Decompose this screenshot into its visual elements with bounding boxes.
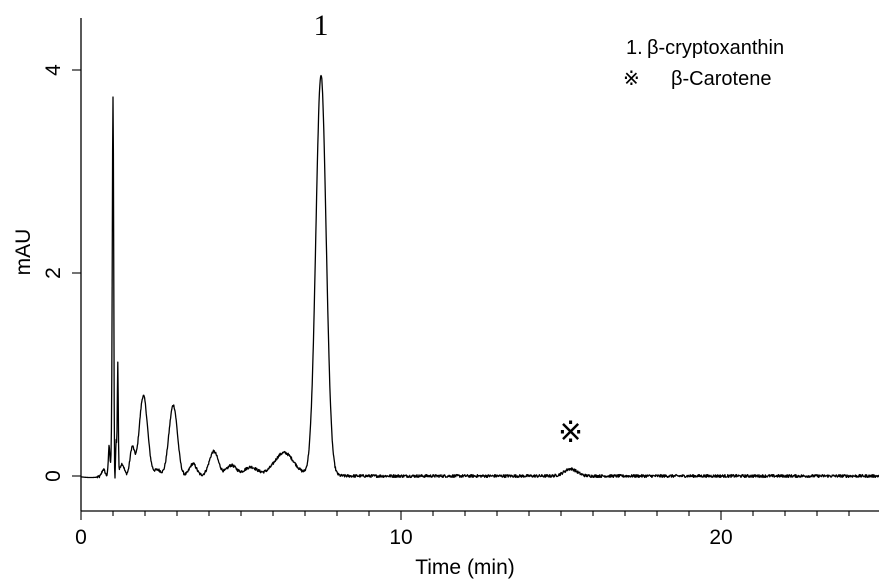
y-axis-label: mAU: [12, 229, 35, 276]
x-axis-label: Time (min): [415, 556, 515, 579]
plot-frame: [80, 18, 879, 512]
x-tick-label: 20: [709, 526, 732, 549]
legend-entry-cryptoxanthin: 1. β-cryptoxanthin: [626, 37, 784, 59]
x-minor-ticks: [112, 511, 850, 516]
peak-annotations: 1※: [314, 9, 584, 449]
x-tick-label: 0: [75, 526, 87, 549]
legend-label: β-cryptoxanthin: [647, 37, 784, 59]
chromatogram-trace: [80, 74, 879, 479]
y-axis-ticks: 0 2 4: [42, 64, 81, 482]
y-tick-label: 0: [42, 470, 65, 482]
x-tick-label: 10: [389, 526, 412, 549]
y-tick-label: 4: [42, 64, 65, 76]
peak-annotation: ※: [558, 416, 583, 449]
x-axis-ticks: 0 10 20: [75, 511, 733, 549]
y-tick-label: 2: [42, 267, 65, 279]
legend-marker: 1.: [626, 37, 643, 59]
peak-annotation: 1: [314, 9, 329, 42]
legend: 1. β-cryptoxanthin ※ β-Carotene: [623, 37, 784, 90]
legend-marker: ※: [623, 68, 640, 90]
legend-entry-carotene: ※ β-Carotene: [623, 68, 771, 90]
legend-label: β-Carotene: [671, 68, 771, 90]
